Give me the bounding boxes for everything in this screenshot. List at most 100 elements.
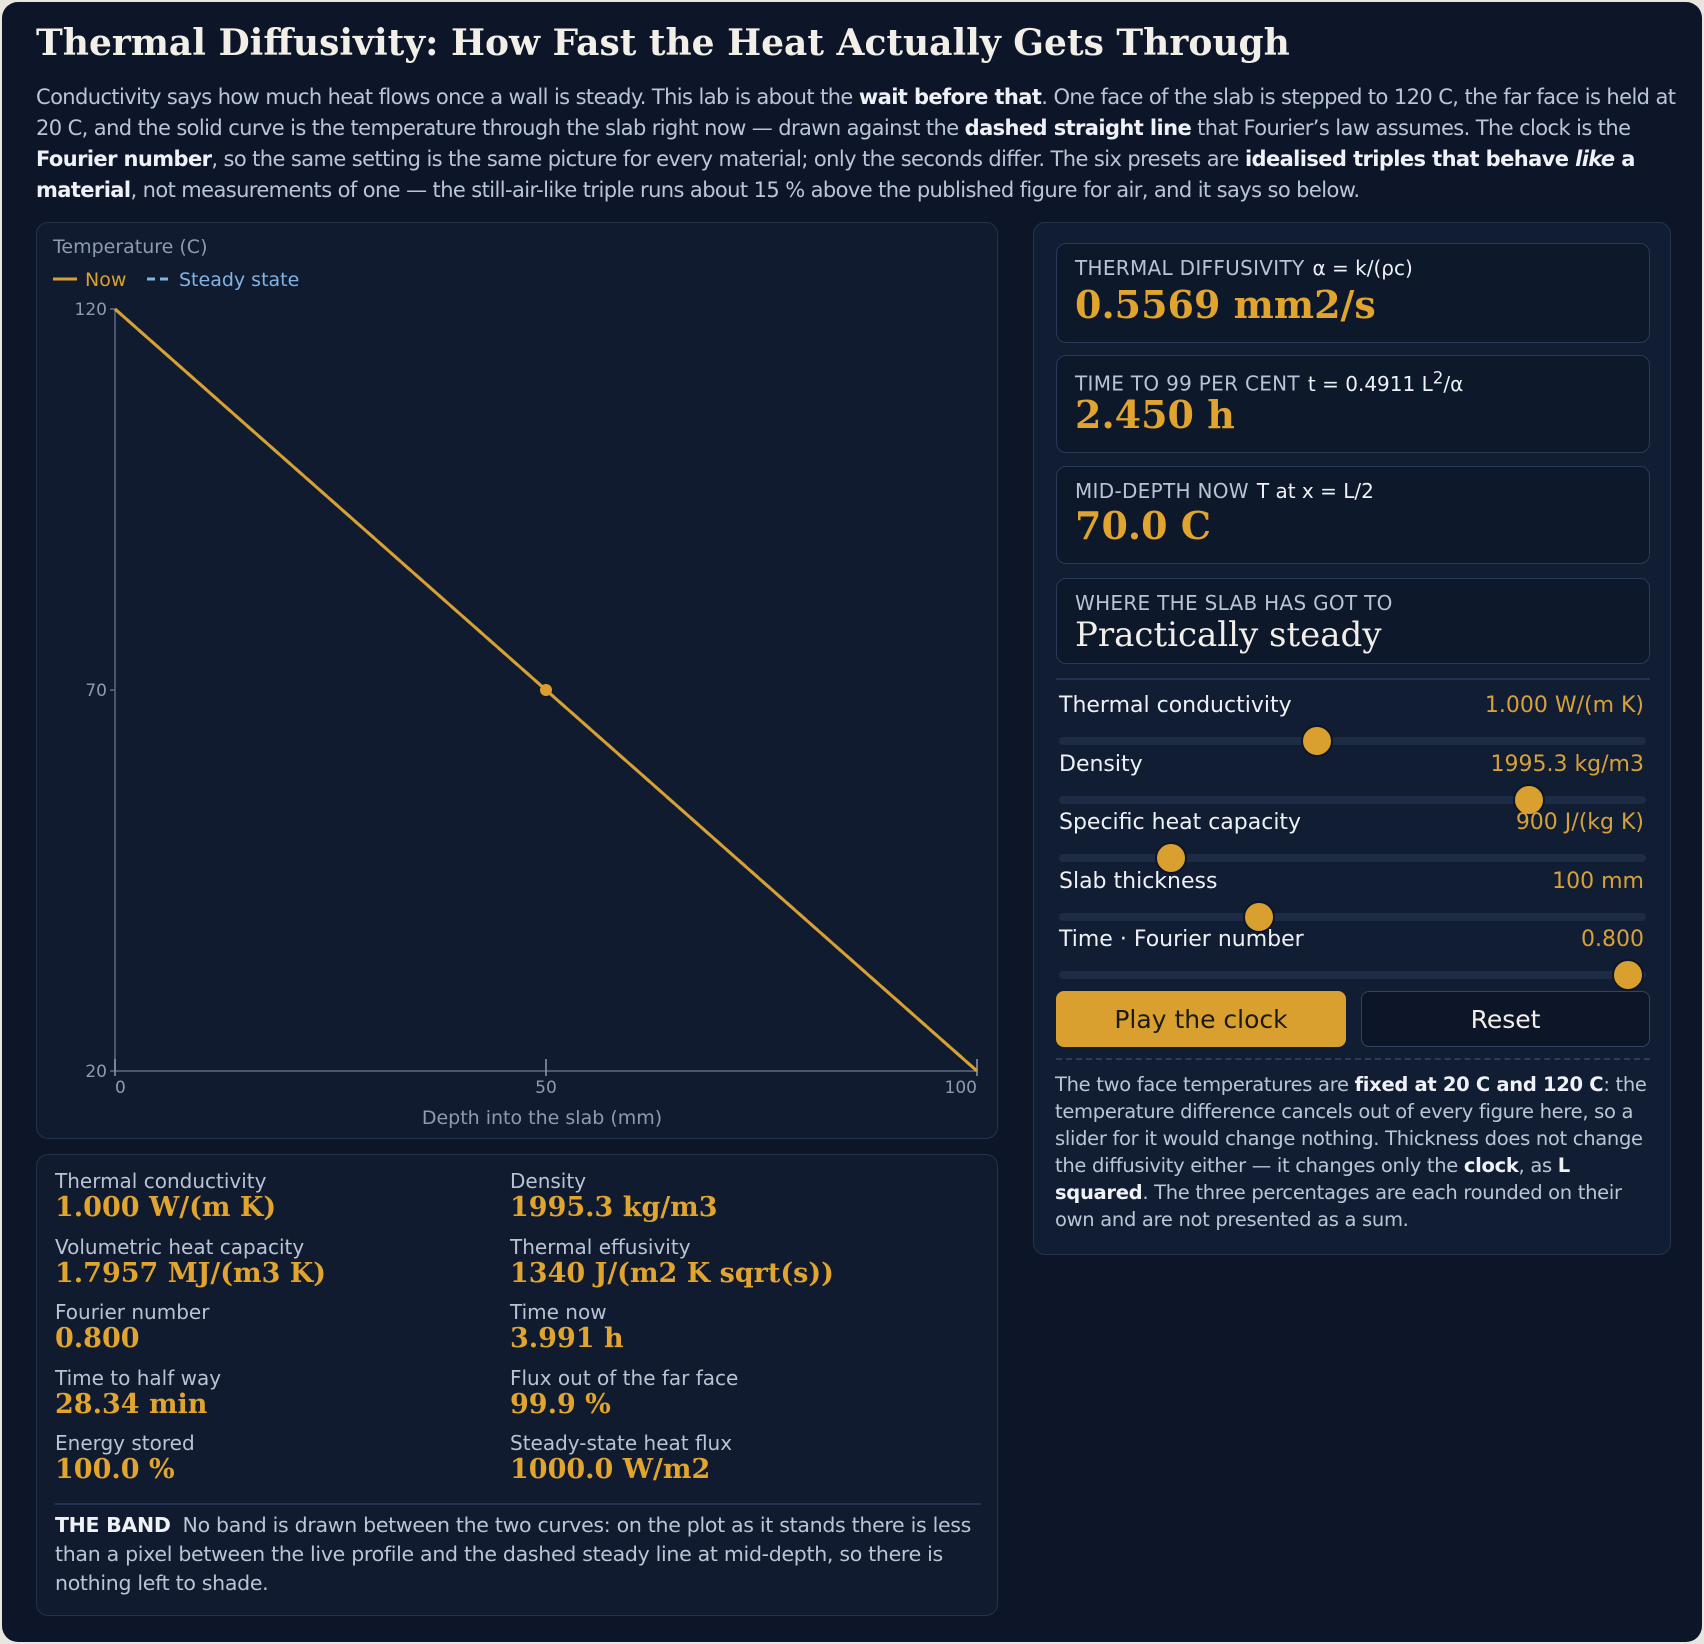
intro-paragraph: Conductivity says how much heat flows on… xyxy=(36,82,1676,206)
legend-now-label: Now xyxy=(85,269,126,291)
intro-emphasis: dashed straight line xyxy=(964,116,1192,140)
kpi-label: THERMAL DIFFUSIVITY α = k/(ρc) xyxy=(1075,256,1413,280)
intro-text: , not measurements of one — the still-ai… xyxy=(130,178,1360,202)
kpi-formula: T at x = L/2 xyxy=(1256,479,1374,503)
note-emphasis: L squared xyxy=(1055,1154,1570,1204)
slider-value: 1.000 W/(m K) xyxy=(1484,693,1644,718)
kpi-label-text: THERMAL DIFFUSIVITY xyxy=(1075,256,1305,280)
mid-depth-marker xyxy=(540,684,552,696)
band-note: THE BAND No band is drawn between the two… xyxy=(55,1511,985,1598)
slider-value: 100 mm xyxy=(1552,868,1644,894)
intro-emphasis: a material xyxy=(36,147,1635,202)
play-clock-button[interactable]: Play the clock xyxy=(1056,991,1346,1047)
controls-panel: THERMAL DIFFUSIVITY α = k/(ρc) 0.5569 mm2… xyxy=(1033,222,1671,1255)
slider-value: 900 J/(kg K) xyxy=(1515,810,1644,835)
kpi-formula-part: /α xyxy=(1443,371,1464,396)
note-emphasis: clock xyxy=(1463,1154,1519,1177)
stat-value: 1000.0 W/m2 xyxy=(510,1454,711,1485)
note-emphasis: fixed at 20 C and 120 C xyxy=(1354,1073,1604,1096)
note-text: The two face temperatures are xyxy=(1055,1073,1355,1096)
stat-label: Density xyxy=(510,1169,587,1193)
slider-thumb[interactable] xyxy=(1612,959,1645,991)
stat-label: Steady-state heat flux xyxy=(510,1431,733,1455)
kpi-formula: α = k/(ρc) xyxy=(1312,256,1413,280)
kpi-formula: t = 0.4911 L2/α xyxy=(1307,368,1464,396)
x-tick-label: 50 xyxy=(535,1078,557,1098)
slider-thumb[interactable] xyxy=(1154,842,1187,874)
slider-value: 0.800 xyxy=(1581,927,1644,952)
intro-text: that Fourier’s law assumes. The clock is… xyxy=(1191,116,1631,140)
note-text: , as xyxy=(1518,1154,1558,1177)
kpi-formula-sup: 2 xyxy=(1432,368,1444,387)
kpi-diffusivity: THERMAL DIFFUSIVITY α = k/(ρc) 0.5569 mm2… xyxy=(1056,243,1650,343)
kpi-label: TIME TO 99 PER CENT t = 0.4911 L2/α xyxy=(1075,368,1463,396)
intro-emphasis-italic: like xyxy=(1575,147,1615,171)
kpi-formula-part: t = 0.4911 L xyxy=(1307,371,1433,396)
slider-thumb[interactable] xyxy=(1242,900,1275,933)
band-text: No band is drawn between the two curves:… xyxy=(55,1513,972,1595)
intro-emphasis: wait before that xyxy=(858,85,1042,109)
intro-text: . One face of the slab is stepped to 120… xyxy=(36,85,1676,140)
intro-emphasis: Fourier number xyxy=(36,147,212,171)
slider-thumb[interactable] xyxy=(1301,725,1334,757)
intro-text: Conductivity says how much heat flows on… xyxy=(36,85,859,109)
stat-label: Time now xyxy=(510,1300,607,1324)
slider-thumb[interactable] xyxy=(1512,783,1545,816)
note-text: . The three percentages are each rounded… xyxy=(1055,1181,1622,1231)
controls-note: The two face temperatures are fixed at 2… xyxy=(1055,1071,1655,1233)
kpi-slab-state: WHERE THE SLAB HAS GOT TO Practically st… xyxy=(1056,578,1650,664)
kpi-value: Practically steady xyxy=(1075,615,1382,655)
y-tick-label: 120 xyxy=(75,300,107,320)
x-tick-label: 0 xyxy=(115,1078,126,1098)
slider-label: Density xyxy=(1059,751,1143,777)
kpi-time-99: TIME TO 99 PER CENT t = 0.4911 L2/α 2.450… xyxy=(1056,355,1650,453)
temperature-profile-chart: Temperature (C) Now Steady state 20 70 120… xyxy=(52,236,978,1129)
dashed-divider xyxy=(1056,1058,1650,1060)
divider xyxy=(55,1503,981,1505)
kpi-mid-depth: MID-DEPTH NOW T at x = L/2 70.0 C xyxy=(1056,466,1650,564)
slider-track[interactable] xyxy=(1059,795,1646,804)
y-tick-label: 70 xyxy=(85,681,107,701)
x-tick-label: 100 xyxy=(945,1078,977,1098)
intro-text: , so the same setting is the same pictur… xyxy=(211,147,1245,171)
slider-track[interactable] xyxy=(1059,854,1646,862)
kpi-value: 0.5569 mm2/s xyxy=(1075,282,1376,327)
kpi-label: WHERE THE SLAB HAS GOT TO xyxy=(1075,591,1393,615)
x-axis-label: Depth into the slab (mm) xyxy=(422,1107,662,1129)
y-axis-label: Temperature (C) xyxy=(52,236,208,258)
slider-label: Thermal conductivity xyxy=(1059,693,1292,718)
slider-label: Slab thickness xyxy=(1059,868,1218,894)
stat-label: Volumetric heat capacity xyxy=(55,1234,305,1259)
stat-value: 1.000 W/(m K) xyxy=(55,1192,277,1223)
stat-value: 1.7957 MJ/(m3 K) xyxy=(55,1257,327,1289)
kpi-label-text: MID-DEPTH NOW xyxy=(1075,479,1249,503)
chart-axes: 20 70 120 0 50 100 xyxy=(75,300,978,1098)
note-text: : the temperature difference cancels out… xyxy=(1055,1073,1647,1177)
divider xyxy=(1056,678,1650,680)
stat-label: Thermal effusivity xyxy=(510,1234,691,1259)
stat-value: 1995.3 kg/m3 xyxy=(510,1192,718,1223)
stat-label: Energy stored xyxy=(55,1431,195,1455)
kpi-label-text: TIME TO 99 PER CENT xyxy=(1075,371,1300,396)
band-label: THE BAND xyxy=(55,1513,171,1537)
legend-steady-label: Steady state xyxy=(179,269,299,291)
stat-value: 100.0 % xyxy=(55,1454,175,1485)
y-tick-label: 20 xyxy=(85,1062,107,1082)
intro-emphasis: idealised triples that behave xyxy=(1244,147,1576,171)
stat-value: 3.991 h xyxy=(510,1323,624,1354)
reset-button[interactable]: Reset xyxy=(1361,991,1650,1047)
slider-track[interactable] xyxy=(1059,737,1646,745)
stat-label: Fourier number xyxy=(55,1300,210,1324)
temperature-chart-card: Temperature (C) Now Steady state 20 70 120… xyxy=(36,222,998,1139)
page-title: Thermal Diffusivity: How Fast the Heat A… xyxy=(36,22,1290,64)
kpi-label: MID-DEPTH NOW T at x = L/2 xyxy=(1075,479,1374,503)
stat-value: 0.800 xyxy=(55,1323,140,1354)
stat-value: 1340 J/(m2 K sqrt(s)) xyxy=(510,1257,834,1289)
stat-label: Time to half way xyxy=(55,1365,222,1390)
kpi-value: 2.450 h xyxy=(1075,392,1235,437)
slider-label: Time · Fourier number xyxy=(1059,927,1304,952)
slider-track[interactable] xyxy=(1059,912,1646,921)
slider-track[interactable] xyxy=(1059,971,1646,979)
chart-marks xyxy=(114,307,978,1073)
